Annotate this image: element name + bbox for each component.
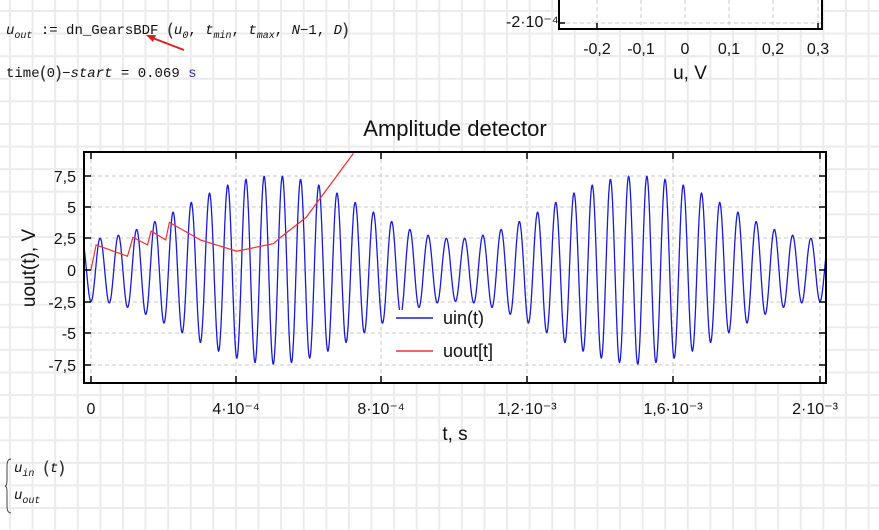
time-arg: 0 [46,66,56,82]
svg-text:1,6·10⁻³: 1,6·10⁻³ [643,401,703,418]
arg-u0-sub: 0 [182,31,189,42]
arg-n-suffix: −1 [300,23,317,39]
equals-operator: = [120,66,130,82]
open-paren: ( [166,20,174,41]
arg-tmax: t [248,23,257,39]
svg-text:1,2·10⁻³: 1,2·10⁻³ [497,401,557,418]
svg-text:0,2: 0,2 [762,41,784,58]
minus-operator: − [62,66,71,82]
close-paren: ) [55,63,63,84]
chart-title: Amplitude detector [363,116,546,141]
function-name: dn_GearsBDF [66,23,159,39]
arg-u0: u [173,23,183,39]
x-axis-title: t, s [442,424,467,445]
series-uout [90,153,354,271]
svg-text:-0,1: -0,1 [627,41,655,58]
output-list-row-uin[interactable]: uin (t) [14,458,65,480]
y-axis-title: uout(t), V [19,229,40,307]
main-grid [84,152,826,383]
svg-text:4·10⁻⁴: 4·10⁻⁴ [212,401,259,418]
svg-text:0: 0 [87,401,96,418]
uin-subscript: in [22,469,35,480]
svg-text:0: 0 [67,263,76,280]
svg-text:2,5: 2,5 [54,231,76,248]
result-value: 0.069 [137,66,180,82]
plot-area [83,153,827,366]
phase-plot[interactable]: -2·10⁻⁴ -0,2 -0,1 0 0,1 0,2 0,3 u, V [506,0,829,84]
assign-operator: := [40,23,58,39]
uout-subscript: out [22,496,41,507]
main-frame [83,151,827,384]
amplitude-detector-chart[interactable]: Amplitude detector [19,116,839,445]
svg-text:-2,5: -2,5 [48,295,76,312]
svg-text:0,3: 0,3 [807,41,829,58]
svg-text:0: 0 [681,41,690,58]
lhs-variable: u [6,23,15,39]
legend-uout-label: uout[t] [443,341,493,361]
phase-x-axis-title: u, V [673,63,707,84]
timing-result[interactable]: time(0)−start = 0.069 s [6,63,197,84]
lhs-subscript: out [14,31,33,42]
legend: uin(t) uout[t] [394,308,493,361]
uin-variable: u [14,461,23,477]
start-variable: start [70,66,113,82]
brace-icon [4,458,12,514]
output-list-row-uout[interactable]: uout [14,488,40,507]
phase-x-ticks: -0,2 -0,1 0 0,1 0,2 0,3 [583,41,829,58]
time-function: time [6,66,40,82]
open-paren: ( [39,63,47,84]
open-paren: ( [42,458,50,479]
phase-plot-frame [558,0,823,30]
arg-tmin: t [205,23,214,39]
svg-text:-5: -5 [62,326,76,343]
y-tick-labels: 7,5 5 2,5 0 -2,5 -5 -7,5 [48,169,76,375]
svg-text:2·10⁻³: 2·10⁻³ [792,401,838,418]
svg-text:7,5: 7,5 [54,169,76,186]
close-paren: ) [58,458,66,479]
arg-tmax-sub: max [256,31,275,42]
svg-text:8·10⁻⁴: 8·10⁻⁴ [357,401,404,418]
uout-variable: u [14,488,23,504]
legend-uin-label: uin(t) [443,308,484,328]
uin-arg: t [49,461,59,477]
close-paren: ) [342,20,350,41]
gearsbdf-assignment[interactable]: uout := dn_GearsBDF (u0, tmin, tmax, N−1… [6,20,350,42]
series-uin [83,175,827,366]
annotation-arrow-icon [146,35,185,51]
svg-text:0,1: 0,1 [718,41,740,58]
arg-tmin-sub: min [213,31,232,42]
svg-text:-0,2: -0,2 [583,41,611,58]
arg-d: D [333,23,343,39]
phase-y-tick: -2·10⁻⁴ [506,14,559,31]
svg-text:5: 5 [67,200,76,217]
result-unit: s [188,66,197,82]
x-tick-labels: 0 4·10⁻⁴ 8·10⁻⁴ 1,2·10⁻³ 1,6·10⁻³ 2·10⁻³ [87,401,839,418]
main-ticks [84,152,826,383]
arg-n: N [291,23,301,39]
svg-text:-7,5: -7,5 [48,358,76,375]
